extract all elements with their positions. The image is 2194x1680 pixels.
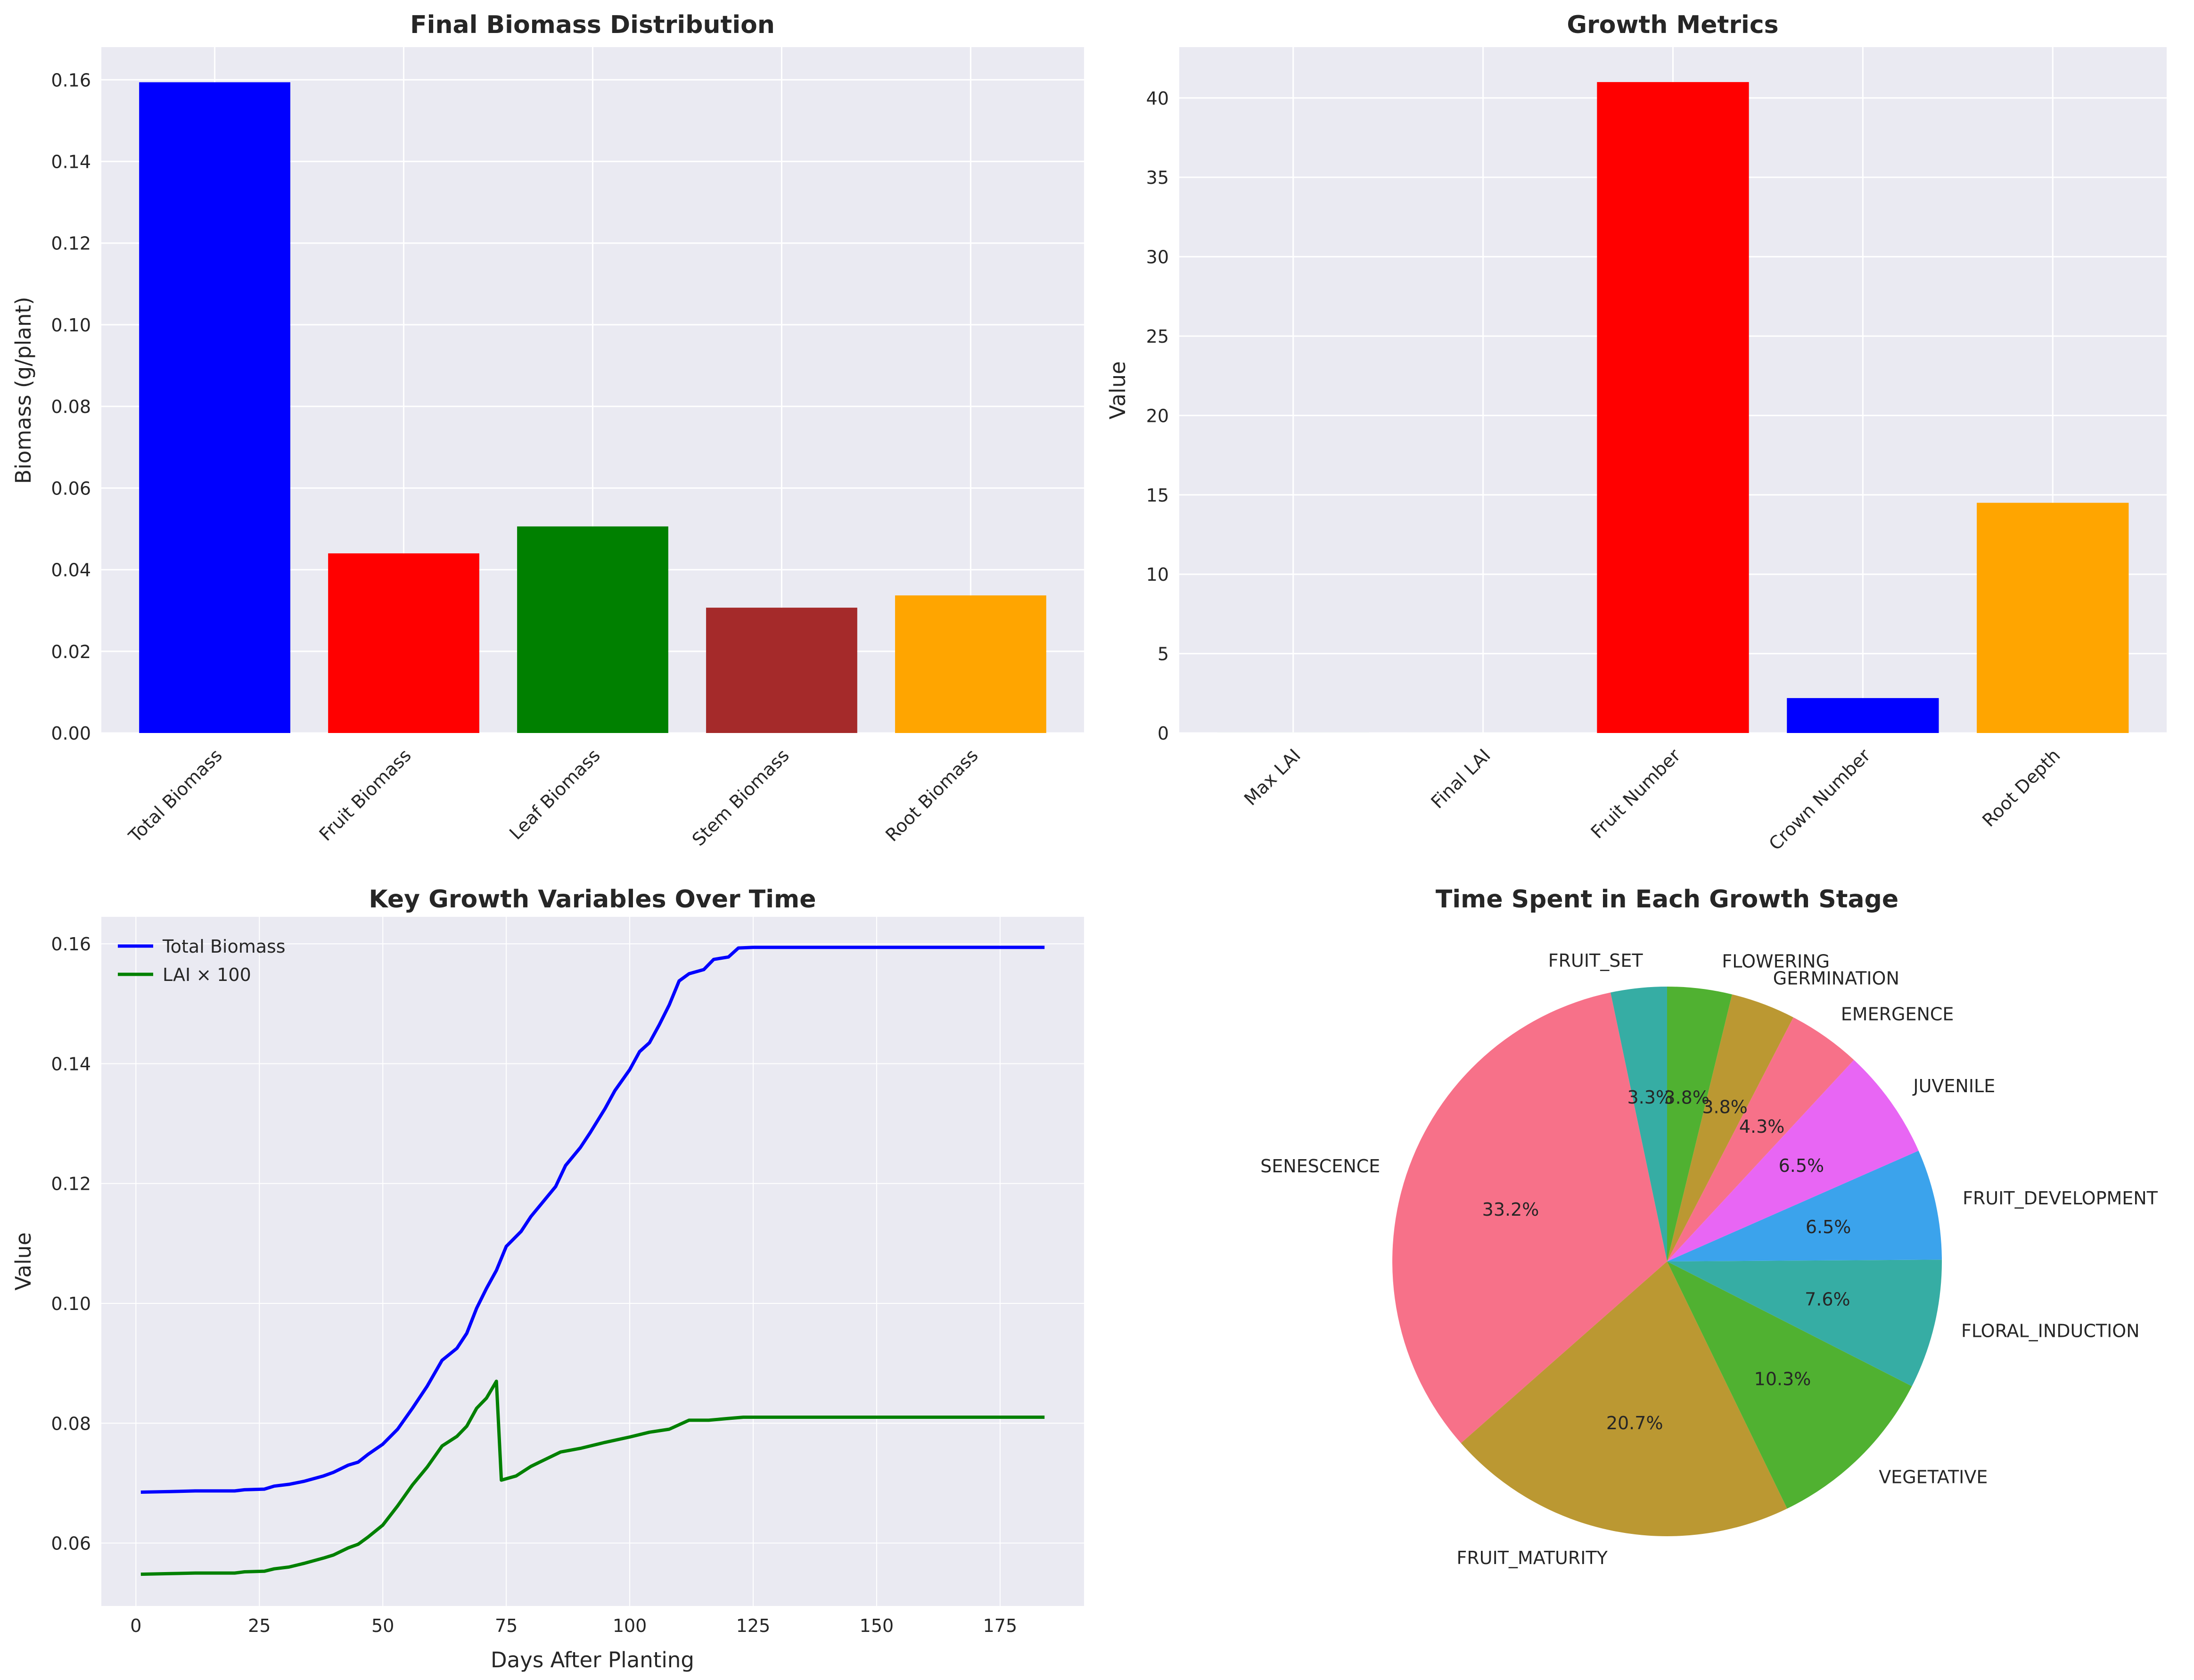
slice-category-label: FRUIT_DEVELOPMENT [1963, 1188, 2158, 1209]
slice-category-label: GERMINATION [1773, 968, 1899, 988]
slice-percent-label: 6.5% [1779, 1155, 1824, 1176]
y-tick-label: 0.14 [51, 152, 91, 173]
y-tick-label: 0 [1158, 723, 1169, 744]
bar-total-biomass [139, 82, 290, 733]
y-tick-label: 15 [1146, 485, 1169, 506]
y-tick-label: 0.00 [51, 723, 91, 744]
slice-percent-label: 6.5% [1806, 1217, 1851, 1237]
bar-crown-number [1787, 698, 1939, 733]
bar-root-biomass [895, 595, 1046, 733]
x-tick-label: Max LAI [1240, 745, 1305, 809]
slice-fruit-set [1611, 987, 1667, 1261]
slice-category-label: FLORAL_INDUCTION [1961, 1321, 2140, 1342]
y-tick-label: 0.12 [51, 1174, 91, 1194]
x-tick-label: Total Biomass [124, 745, 226, 847]
chart-title: Final Biomass Distribution [410, 11, 775, 39]
y-tick-label: 40 [1146, 88, 1169, 109]
x-tick-label: 175 [983, 1615, 1018, 1636]
series-line-lai-100 [140, 1379, 1045, 1576]
x-tick-label: Root Biomass [881, 745, 982, 846]
bar-leaf-biomass [517, 526, 668, 733]
y-tick-label: 35 [1146, 167, 1169, 188]
slice-emergence [1667, 1017, 1854, 1261]
x-tick-label: 75 [495, 1615, 518, 1636]
x-tick-label: Fruit Biomass [315, 745, 415, 845]
x-tick-label: Stem Biomass [688, 745, 793, 850]
slice-category-label: JUVENILE [1912, 1076, 1995, 1096]
y-tick-label: 30 [1146, 247, 1169, 268]
x-tick-label: 50 [371, 1615, 394, 1636]
slice-percent-label: 4.3% [1739, 1116, 1785, 1137]
x-axis-label: Days After Planting [491, 1647, 694, 1672]
y-axis-label: Value [1105, 361, 1130, 420]
legend: Total Biomass LAI × 100 [118, 936, 286, 985]
bar-fruit-biomass [328, 553, 479, 733]
x-tick-label: 0 [130, 1615, 141, 1636]
slice-flowering [1667, 987, 1732, 1261]
x-tick-label: 100 [613, 1615, 647, 1636]
y-tick-label: 0.06 [51, 478, 91, 499]
slice-category-label: FLOWERING [1722, 951, 1830, 972]
bar-root-depth [1977, 502, 2129, 733]
slice-floral-induction [1667, 1260, 1942, 1386]
y-tick-label: 0.16 [51, 934, 91, 955]
y-tick-label: 0.10 [51, 1293, 91, 1314]
slice-germination [1667, 994, 1793, 1261]
x-tick-label: 150 [860, 1615, 894, 1636]
y-tick-label: 0.04 [51, 560, 91, 581]
y-tick-label: 0.02 [51, 642, 91, 662]
slice-fruit-maturity [1461, 1261, 1787, 1537]
y-tick-label: 0.14 [51, 1054, 91, 1074]
x-tick-label: Leaf Biomass [505, 745, 604, 844]
slice-vegetative [1667, 1261, 1912, 1509]
y-tick-label: 0.16 [51, 70, 91, 91]
y-tick-label: 0.06 [51, 1533, 91, 1554]
y-axis-label: Value [11, 1232, 36, 1291]
slice-percent-label: 33.2% [1482, 1199, 1539, 1220]
bar-stem-biomass [706, 608, 857, 733]
y-tick-label: 10 [1146, 564, 1169, 585]
x-tick-label: Final LAI [1427, 745, 1495, 812]
slice-percent-label: 3.3% [1627, 1087, 1673, 1108]
slice-category-label: EMERGENCE [1841, 1004, 1954, 1024]
chart-title: Key Growth Variables Over Time [369, 885, 816, 914]
slice-percent-label: 3.8% [1702, 1096, 1748, 1117]
y-tick-label: 5 [1158, 644, 1169, 665]
slice-category-label: FRUIT_SET [1548, 950, 1643, 971]
y-tick-label: 25 [1146, 326, 1169, 347]
x-tick-label: Fruit Number [1587, 745, 1685, 842]
slice-category-label: VEGETATIVE [1879, 1467, 1988, 1488]
growth-metrics-panel: 0 5 10 15 20 25 30 35 40 Max LAI Final LAI Fruit N… [1105, 11, 2167, 855]
x-tick-label: Crown Number [1765, 745, 1874, 855]
y-tick-label: 20 [1146, 405, 1169, 426]
x-tick-label: 25 [248, 1615, 271, 1636]
y-tick-label: 0.10 [51, 315, 91, 336]
y-axis-label: Biomass (g/plant) [11, 296, 36, 484]
slice-percent-label: 20.7% [1606, 1413, 1663, 1433]
slice-juvenile [1667, 1060, 1919, 1261]
slice-percent-label: 7.6% [1805, 1289, 1850, 1310]
x-tick-label: 125 [736, 1615, 771, 1636]
slice-senescence [1392, 992, 1667, 1443]
slice-percent-label: 3.8% [1664, 1087, 1709, 1108]
biomass-bar-panel: 0.00 0.02 0.04 0.06 0.08 0.10 0.12 0.14 0.16 Tot… [11, 11, 1084, 850]
slice-category-label: SENESCENCE [1260, 1156, 1380, 1177]
time-series-panel: 0.06 0.08 0.10 0.12 0.14 0.16 0 25 50 75 100 125 15… [11, 885, 1084, 1672]
slice-fruit-development [1667, 1151, 1942, 1261]
series-line-total-biomass [140, 946, 1045, 1494]
growth-stage-pie-panel: Time Spent in Each Growth Stage 3.3% FRUI… [1260, 885, 2158, 1568]
legend-label-lai: LAI × 100 [163, 964, 251, 985]
slice-category-label: FRUIT_MATURITY [1457, 1548, 1608, 1568]
chart-title: Time Spent in Each Growth Stage [1436, 885, 1898, 914]
y-tick-label: 0.12 [51, 233, 91, 254]
legend-label-total-biomass: Total Biomass [162, 936, 286, 957]
slice-percent-label: 10.3% [1754, 1369, 1811, 1390]
x-tick-label: Root Depth [1978, 745, 2064, 831]
chart-title: Growth Metrics [1567, 11, 1778, 39]
plot-area [101, 917, 1084, 1606]
bar-fruit-number [1597, 82, 1749, 733]
y-tick-label: 0.08 [51, 1413, 91, 1434]
y-tick-label: 0.08 [51, 396, 91, 417]
